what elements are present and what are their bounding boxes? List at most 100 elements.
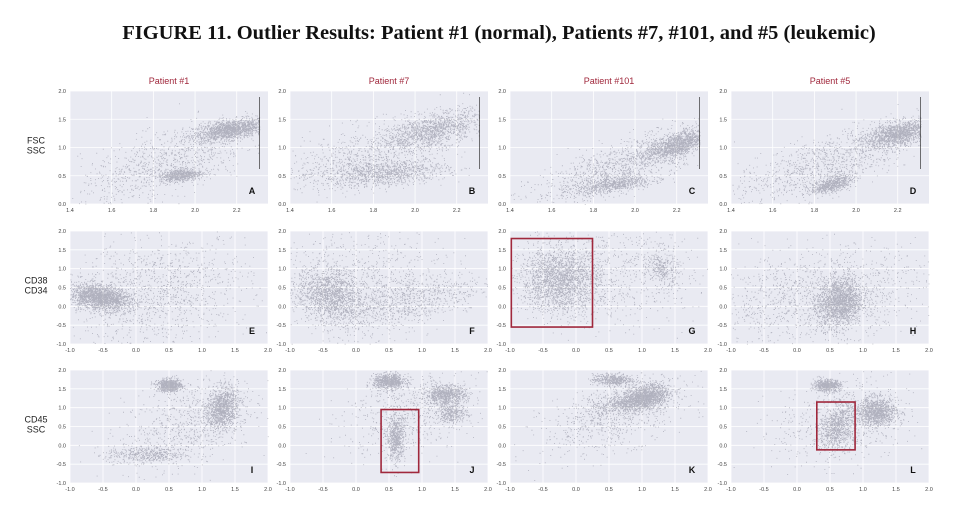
x-tick-label: -0.5 <box>318 348 327 354</box>
panel-e: -1.0 -0.5 0.0 0.5 1.0 1.5 2.0 -1.0 -0.5 0.0 0.5 1.0… <box>57 229 272 354</box>
x-tick-label: 0.5 <box>385 487 393 493</box>
x-tick-label: 2.0 <box>925 487 933 493</box>
panel-letter: K <box>689 465 696 475</box>
y-tick-label: 1.5 <box>719 248 727 254</box>
x-tick-label: 1.5 <box>231 348 239 354</box>
y-tick-label: 0.0 <box>278 443 286 449</box>
x-tick-label: 1.0 <box>198 348 206 354</box>
x-tick-label: 2.0 <box>704 348 712 354</box>
x-tick-label: -1.0 <box>505 348 514 354</box>
y-tick-label: -0.5 <box>718 323 727 329</box>
panel-a: 1.4 1.6 1.8 2.0 2.2 0.0 0.5 1.0 1.5 2.0 A <box>58 89 268 214</box>
panel-j: -1.0 -0.5 0.0 0.5 1.0 1.5 2.0 -1.0 -0.5 0.0 0.5 1.0… <box>277 368 492 493</box>
y-tick-label: 0.5 <box>58 174 66 180</box>
x-tick-label: 0.0 <box>132 348 140 354</box>
y-tick-label: 1.0 <box>498 267 506 273</box>
y-tick-label: 0.0 <box>719 443 727 449</box>
y-tick-label: 0.0 <box>719 304 727 310</box>
scatter-points <box>72 103 261 205</box>
x-tick-label: 1.5 <box>671 348 679 354</box>
y-tick-label: 0.0 <box>278 202 286 208</box>
y-tick-label: 1.0 <box>719 267 727 273</box>
panel-letter: D <box>910 186 917 196</box>
row-label: SSC <box>27 146 46 156</box>
x-tick-label: 2.0 <box>264 348 272 354</box>
y-tick-label: -0.5 <box>277 323 286 329</box>
scatter-points <box>511 117 701 205</box>
x-tick-label: 2.2 <box>673 208 681 214</box>
panel-h: -1.0 -0.5 0.0 0.5 1.0 1.5 2.0 -1.0 -0.5 0.0 0.5 1.0… <box>718 229 933 354</box>
y-tick-label: 1.5 <box>278 248 286 254</box>
y-tick-label: -0.5 <box>718 462 727 468</box>
y-tick-label: 0.0 <box>58 202 66 208</box>
x-tick-label: 0.0 <box>793 487 801 493</box>
x-tick-label: 0.5 <box>165 348 173 354</box>
y-tick-label: 2.0 <box>58 89 66 95</box>
y-tick-label: 0.0 <box>58 443 66 449</box>
y-tick-label: 1.5 <box>498 387 506 393</box>
y-tick-label: 0.5 <box>498 174 506 180</box>
y-tick-label: 1.0 <box>498 406 506 412</box>
y-tick-label: 2.0 <box>498 368 506 374</box>
y-tick-label: 2.0 <box>58 229 66 235</box>
outlier-box <box>380 408 420 474</box>
y-tick-label: -1.0 <box>57 342 66 348</box>
scatter-points <box>732 104 922 205</box>
y-tick-label: 0.5 <box>278 286 286 292</box>
scatter-points <box>78 370 269 481</box>
x-tick-label: -1.0 <box>65 487 74 493</box>
panel-b: 1.4 1.6 1.8 2.0 2.2 0.0 0.5 1.0 1.5 2.0 B <box>278 89 488 214</box>
scatter-points <box>733 371 923 475</box>
y-tick-label: 0.5 <box>719 286 727 292</box>
panel-k: -1.0 -0.5 0.0 0.5 1.0 1.5 2.0 -1.0 -0.5 0.0 0.5 1.0… <box>497 368 712 493</box>
x-tick-label: 1.8 <box>150 208 158 214</box>
x-tick-label: 0.5 <box>385 348 393 354</box>
outlier-box <box>815 401 856 451</box>
x-tick-label: 0.5 <box>165 487 173 493</box>
x-tick-label: 0.0 <box>572 487 580 493</box>
figure-title: FIGURE 11. Outlier Results: Patient #1 (… <box>122 22 876 44</box>
panel-g: -1.0 -0.5 0.0 0.5 1.0 1.5 2.0 -1.0 -0.5 0.0 0.5 1.0… <box>497 229 712 354</box>
x-tick-label: 1.6 <box>548 208 556 214</box>
x-tick-label: 1.4 <box>506 208 514 214</box>
y-tick-label: 0.5 <box>58 425 66 431</box>
x-tick-label: 0.5 <box>605 348 613 354</box>
y-tick-label: -1.0 <box>497 342 506 348</box>
x-tick-label: -0.5 <box>98 348 107 354</box>
x-tick-label: -1.0 <box>726 487 735 493</box>
scatter-points <box>305 370 488 477</box>
panel-c: 1.4 1.6 1.8 2.0 2.2 0.0 0.5 1.0 1.5 2.0 C <box>498 89 708 214</box>
x-tick-label: -1.0 <box>285 487 294 493</box>
x-tick-label: 1.6 <box>108 208 116 214</box>
y-tick-label: 0.5 <box>719 425 727 431</box>
y-tick-label: 2.0 <box>719 89 727 95</box>
panel-l: -1.0 -0.5 0.0 0.5 1.0 1.5 2.0 -1.0 -0.5 0.0 0.5 1.0… <box>718 368 933 493</box>
y-tick-label: 0.5 <box>498 425 506 431</box>
column-title: Patient #7 <box>369 76 410 86</box>
x-tick-label: -1.0 <box>726 348 735 354</box>
y-tick-label: 1.5 <box>498 248 506 254</box>
y-tick-label: -0.5 <box>57 462 66 468</box>
panel-letter: J <box>469 465 474 475</box>
x-tick-label: 2.2 <box>233 208 241 214</box>
x-tick-label: 0.0 <box>572 348 580 354</box>
x-tick-label: 1.0 <box>859 487 867 493</box>
y-tick-label: -1.0 <box>57 481 66 487</box>
x-tick-label: 1.5 <box>892 487 900 493</box>
outlier-box <box>510 237 594 328</box>
y-tick-label: 2.0 <box>719 229 727 235</box>
x-tick-label: 2.0 <box>704 487 712 493</box>
y-tick-label: 1.0 <box>719 406 727 412</box>
scatter-points <box>290 231 488 345</box>
x-tick-label: 2.0 <box>925 348 933 354</box>
scatter-points <box>731 233 930 345</box>
x-tick-label: 1.5 <box>671 487 679 493</box>
y-tick-label: 2.0 <box>278 229 286 235</box>
y-tick-label: -1.0 <box>277 342 286 348</box>
x-tick-label: -1.0 <box>65 348 74 354</box>
panel-i: -1.0 -0.5 0.0 0.5 1.0 1.5 2.0 -1.0 -0.5 0.0 0.5 1.0… <box>57 368 272 493</box>
y-tick-label: 0.0 <box>498 202 506 208</box>
row-label: CD34 <box>24 286 47 296</box>
y-tick-label: -1.0 <box>718 342 727 348</box>
